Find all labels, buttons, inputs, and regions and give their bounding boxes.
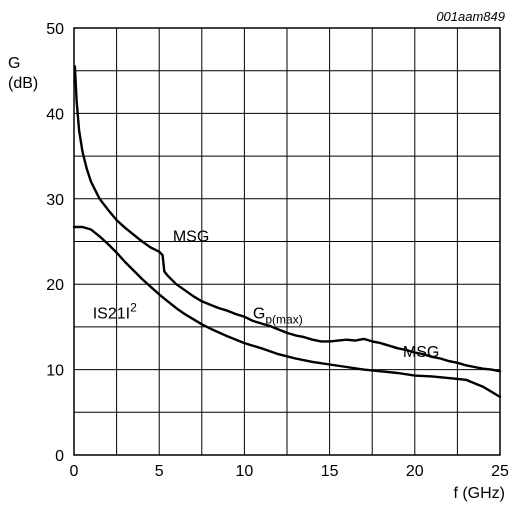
curve-label: MSG	[173, 229, 209, 246]
series-line-1	[73, 65, 502, 373]
y-axis-unit: (dB)	[8, 75, 38, 92]
x-tick-label: 0	[70, 463, 79, 480]
annotations: MSG Gp(max) IS21I2 MSG	[93, 229, 440, 361]
plot-frame	[73, 27, 501, 456]
series-line-2	[72, 225, 502, 399]
tick-labels: 0 5 10 15 20 25 0 10 20 30 40 50	[46, 21, 509, 480]
curve-label: Gp(max)	[253, 305, 303, 326]
series-lines	[72, 65, 502, 399]
y-axis-label: G	[8, 55, 20, 72]
y-tick-label: 40	[46, 106, 64, 123]
x-tick-label: 15	[321, 463, 339, 480]
y-tick-label: 20	[46, 277, 64, 294]
curve-label: IS21I2	[93, 300, 137, 322]
x-tick-label: 5	[155, 463, 164, 480]
x-tick-label: 20	[406, 463, 424, 480]
grid	[73, 27, 501, 456]
x-axis-label: f (GHz)	[453, 485, 505, 502]
x-tick-label: 10	[236, 463, 254, 480]
y-tick-label: 0	[55, 448, 64, 465]
y-tick-label: 30	[46, 192, 64, 209]
x-tick-label: 25	[491, 463, 509, 480]
y-tick-label: 50	[46, 21, 64, 38]
curve-label: MSG	[403, 344, 439, 361]
y-tick-label: 10	[46, 363, 64, 380]
figure-id: 001aam849	[436, 9, 505, 24]
